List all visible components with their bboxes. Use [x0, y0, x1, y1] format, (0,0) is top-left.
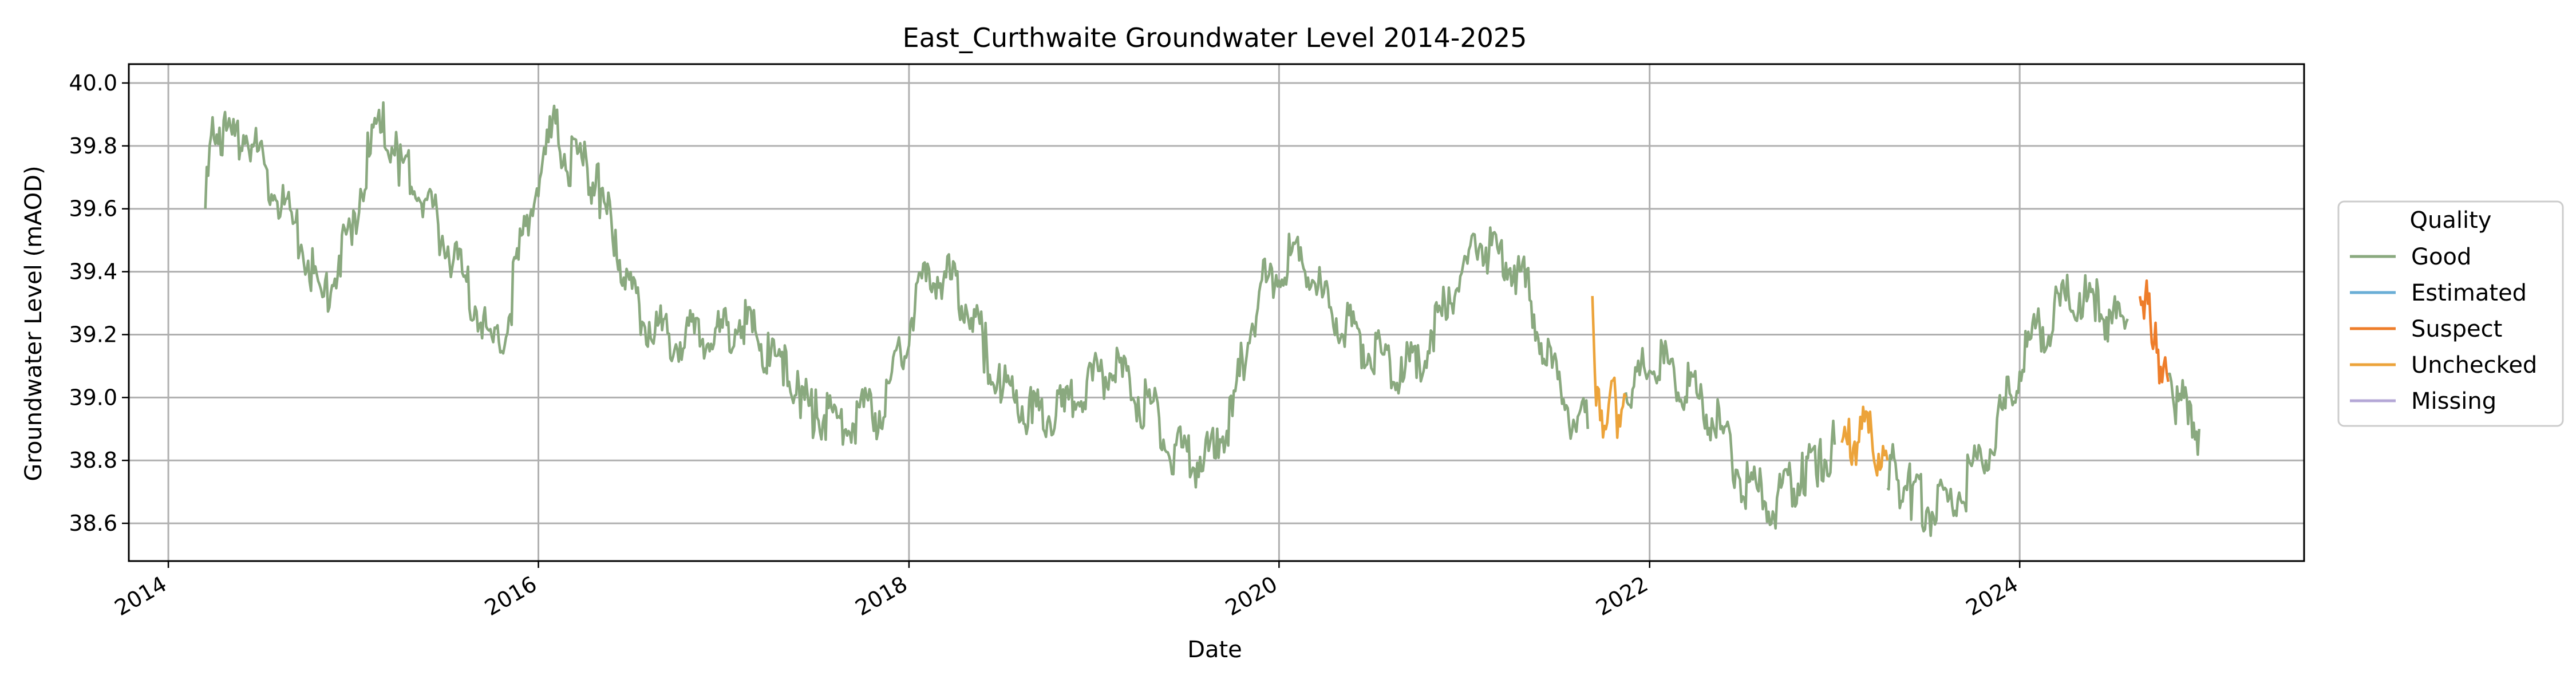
y-tick-label: 38.8 — [69, 448, 117, 473]
y-tick-label: 39.4 — [69, 259, 117, 285]
series-line-unchecked — [1591, 296, 1627, 439]
legend-label-estimated: Estimated — [2411, 280, 2527, 306]
series-line-good — [2168, 372, 2200, 456]
y-tick-label: 39.6 — [69, 196, 117, 222]
legend-title: Quality — [2410, 207, 2492, 234]
y-tick-label: 38.6 — [69, 511, 117, 536]
legend-label-good: Good — [2411, 244, 2471, 270]
legend-label-suspect: Suspect — [2411, 316, 2502, 342]
series-line-good — [204, 101, 1589, 489]
legend-label-unchecked: Unchecked — [2411, 352, 2537, 378]
plot-frame — [128, 63, 2305, 562]
series-lines — [204, 101, 2200, 538]
y-axis-label: Groundwater Level (mAOD) — [21, 165, 47, 481]
series-line-good — [1886, 274, 2129, 538]
series-line-suspect — [2138, 279, 2170, 385]
y-tick-label: 39.0 — [69, 385, 117, 410]
legend-label-missing: Missing — [2411, 388, 2496, 414]
legend-entries: Good Estimated Suspect Unchecked Missing — [2350, 244, 2537, 414]
series-line-unchecked — [1840, 405, 1889, 477]
chart-title: East_Curthwaite Groundwater Level 2014-2… — [903, 22, 1527, 53]
grid — [129, 64, 2304, 561]
y-tick-label: 39.2 — [69, 322, 117, 347]
y-tick-label: 39.8 — [69, 133, 117, 159]
series-line-good — [1624, 339, 1836, 530]
y-tick-label: 40.0 — [69, 70, 117, 96]
legend: Quality Good Estimated Suspect Unchecked Mis… — [2337, 200, 2564, 427]
x-axis-label: Date — [1187, 637, 1242, 663]
